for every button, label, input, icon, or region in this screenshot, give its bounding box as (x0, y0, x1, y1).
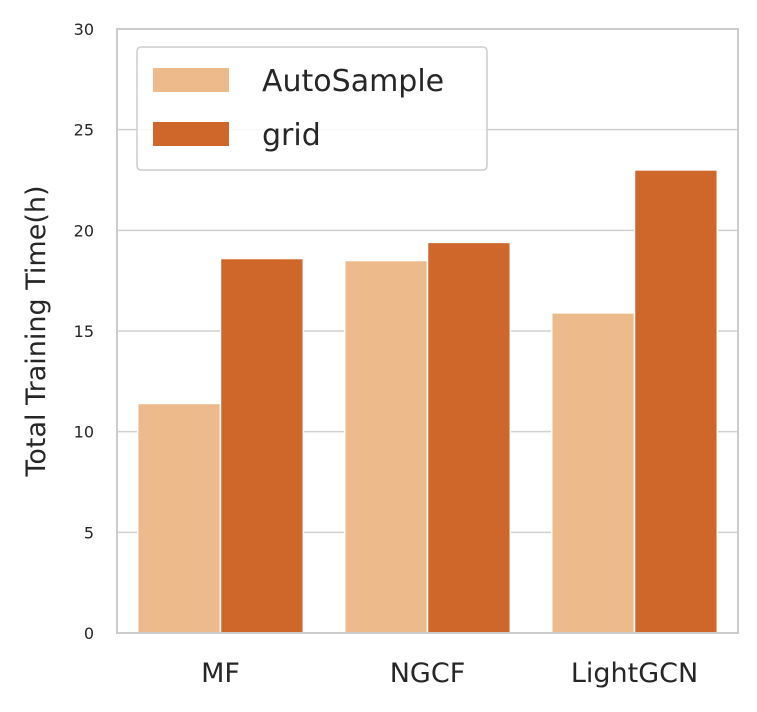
bar-grid-ngcf (426, 241, 512, 634)
y-tick-label: 30 (74, 20, 94, 39)
y-tick-label: 0 (84, 624, 94, 643)
y-tick-label: 10 (74, 423, 94, 442)
y-tick-labels: 0 5 10 15 20 25 30 (74, 20, 94, 643)
legend: AutoSample grid (136, 46, 488, 171)
legend-label-autosample: AutoSample (262, 64, 444, 99)
y-tick-label: 15 (74, 322, 94, 341)
y-tick-label: 20 (74, 221, 94, 240)
legend-label-grid: grid (262, 118, 321, 153)
x-tick-label: NGCF (390, 658, 466, 689)
bars (136, 169, 719, 634)
bar-grid-lightgcn (633, 169, 719, 634)
bar-grid-mf (219, 257, 305, 634)
x-tick-label: MF (201, 658, 240, 689)
bar-autosample-mf (136, 402, 222, 634)
x-tick-label: LightGCN (571, 658, 698, 689)
legend-swatch-grid (153, 122, 229, 146)
y-tick-label: 5 (84, 523, 94, 542)
bar-autosample-lightgcn (550, 312, 636, 634)
bar-autosample-ngcf (343, 259, 429, 634)
legend-swatch-autosample (153, 68, 229, 92)
x-tick-labels: MF NGCF LightGCN (201, 658, 698, 689)
y-tick-label: 25 (74, 121, 94, 140)
y-axis-title: Total Training Time(h) (21, 185, 52, 477)
plot-frame (116, 28, 739, 634)
